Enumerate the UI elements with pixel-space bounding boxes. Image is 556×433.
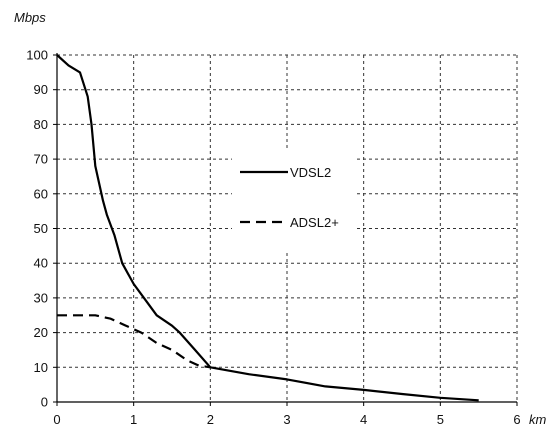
legend-background: [232, 150, 356, 252]
y-tick-label: 10: [34, 360, 48, 375]
series-line-vdsl2: [56, 54, 479, 402]
y-tick-label: 40: [34, 256, 48, 271]
y-tick-label: 30: [34, 290, 48, 305]
x-tick-label: 5: [437, 412, 444, 427]
series-layer: [56, 54, 479, 402]
y-tick-label: 60: [34, 186, 48, 201]
series-line-adsl2: [57, 314, 211, 369]
legend: VDSL2 ADSL2+: [232, 150, 356, 252]
y-axis-unit-label: Mbps: [14, 10, 46, 25]
x-tick-label: 2: [207, 412, 214, 427]
y-tick-label: 0: [41, 395, 48, 410]
y-tick-label: 50: [34, 221, 48, 236]
x-tick-label: 3: [283, 412, 290, 427]
legend-label: VDSL2: [290, 165, 331, 180]
x-tick-label: 6: [513, 412, 520, 427]
legend-label: ADSL2+: [290, 215, 339, 230]
axes-layer: [53, 53, 518, 406]
x-tick-label: 1: [130, 412, 137, 427]
y-tick-label: 20: [34, 325, 48, 340]
x-tick-label: 4: [360, 412, 367, 427]
x-axis-unit-label: km: [529, 412, 547, 427]
y-tick-label: 100: [26, 48, 48, 63]
tick-labels: 0 10 20 30 40 50 60 70 80 90 100 0 1 2 3 4 5 6: [26, 48, 520, 428]
y-tick-label: 70: [34, 152, 48, 167]
x-tick-label: 0: [53, 412, 60, 427]
y-tick-label: 90: [34, 82, 48, 97]
y-tick-label: 80: [34, 117, 48, 132]
